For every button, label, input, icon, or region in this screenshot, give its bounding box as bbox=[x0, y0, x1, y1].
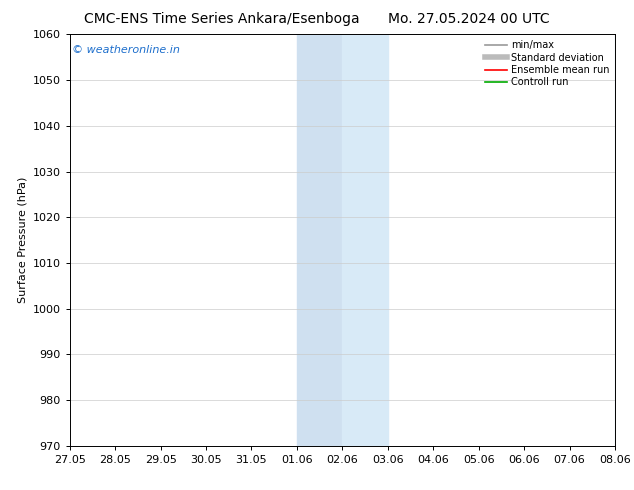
Legend: min/max, Standard deviation, Ensemble mean run, Controll run: min/max, Standard deviation, Ensemble me… bbox=[481, 36, 613, 91]
Bar bbox=[297, 34, 342, 446]
Bar bbox=[615, 34, 634, 446]
Y-axis label: Surface Pressure (hPa): Surface Pressure (hPa) bbox=[17, 177, 27, 303]
Text: © weatheronline.in: © weatheronline.in bbox=[72, 45, 180, 54]
Bar bbox=[342, 34, 388, 446]
Text: CMC-ENS Time Series Ankara/Esenboga: CMC-ENS Time Series Ankara/Esenboga bbox=[84, 12, 359, 26]
Text: Mo. 27.05.2024 00 UTC: Mo. 27.05.2024 00 UTC bbox=[389, 12, 550, 26]
